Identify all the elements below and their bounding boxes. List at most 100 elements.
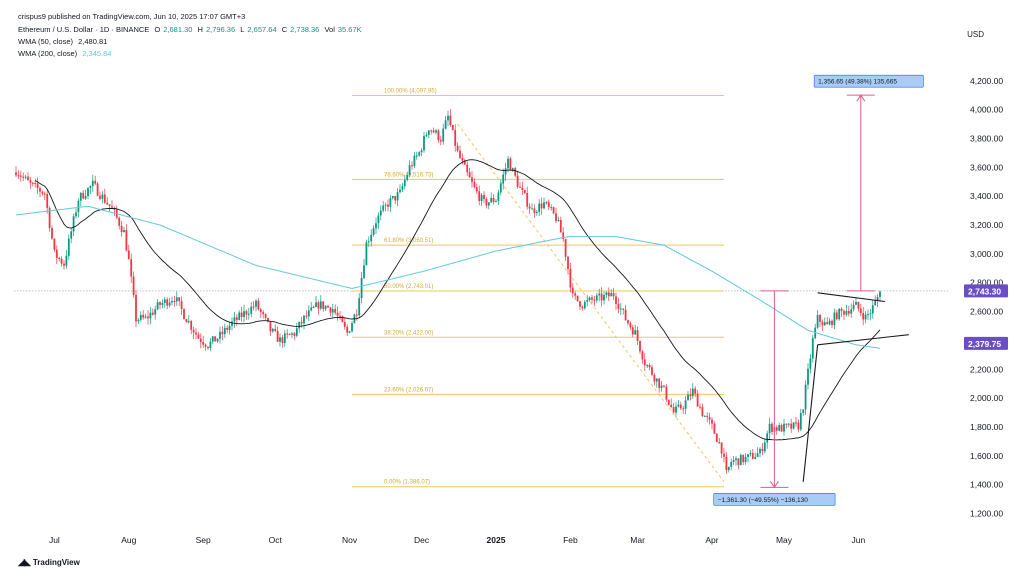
y-tick-label: 3,400.00 — [970, 191, 1003, 201]
candle-body — [459, 150, 461, 158]
candle-body — [684, 400, 687, 409]
candle-body — [365, 242, 368, 266]
candle-body — [598, 293, 601, 296]
candle-body — [156, 302, 159, 310]
wma50-legend[interactable]: WMA (50, close) 2,480.81 — [18, 37, 110, 46]
candle-body — [639, 341, 641, 352]
candle-body — [144, 316, 147, 318]
candle-body — [425, 134, 428, 137]
candle-body — [559, 220, 562, 233]
candle-body — [819, 314, 821, 322]
candle-body — [809, 358, 812, 369]
candle-body — [689, 394, 692, 397]
candle-body — [96, 183, 99, 196]
candle-body — [245, 311, 248, 315]
candle-body — [329, 307, 332, 313]
candle-body — [840, 308, 843, 311]
candle-body — [802, 409, 805, 414]
candle-body — [363, 265, 365, 278]
candle-body — [831, 320, 833, 326]
candle-body — [615, 296, 617, 304]
close-label: C — [281, 25, 288, 34]
tradingview-brand: TradingView — [32, 558, 80, 567]
wma200-legend[interactable]: WMA (200, close) 2,345.84 — [18, 49, 114, 58]
candle-body — [103, 194, 106, 203]
x-tick-label: Jun — [852, 535, 866, 545]
candle-body — [473, 182, 476, 188]
candle-body — [247, 313, 250, 315]
candle-body — [257, 300, 260, 310]
candle-body — [358, 298, 361, 316]
candle-body — [348, 331, 351, 333]
candle-body — [262, 312, 265, 315]
candle-body — [634, 330, 637, 335]
candle-body — [451, 125, 454, 130]
candle-body — [759, 448, 761, 454]
candle-body — [675, 406, 677, 413]
candle-body — [862, 313, 865, 320]
triangle-upper-line — [817, 292, 885, 303]
candle-body — [708, 417, 711, 420]
candle-body — [226, 327, 229, 330]
candle-body — [763, 442, 766, 452]
candle-body — [185, 319, 188, 323]
candle-body — [343, 321, 346, 327]
candle-body — [852, 304, 855, 310]
x-tick-label: Mar — [630, 535, 645, 545]
candle-body — [624, 309, 627, 321]
candle-body — [41, 191, 44, 194]
candle-body — [507, 158, 509, 169]
candle-body — [77, 200, 80, 213]
candle-body — [454, 129, 457, 146]
candle-body — [627, 320, 629, 324]
candle-body — [658, 378, 661, 388]
candle-body — [79, 192, 82, 201]
candle-body — [305, 315, 308, 317]
candle-body — [127, 250, 130, 260]
candle-body — [180, 301, 183, 310]
candle-body — [807, 368, 809, 385]
y-tick-label: 3,200.00 — [970, 220, 1003, 230]
candle-body — [576, 295, 579, 302]
price-badge-label: 2,379.75 — [968, 339, 1001, 349]
candle-body — [195, 332, 197, 335]
x-tick-label: Apr — [705, 535, 718, 545]
candle-body — [346, 326, 349, 333]
candle-body — [492, 197, 495, 202]
candle-body — [643, 359, 646, 366]
candle-body — [723, 453, 725, 457]
wma50-line — [34, 159, 881, 441]
candle-body — [36, 183, 39, 189]
candle-body — [27, 176, 29, 181]
candle-body — [65, 255, 68, 266]
candle-body — [826, 322, 829, 325]
candle-body — [211, 336, 214, 342]
candle-body — [24, 176, 27, 178]
candle-body — [790, 423, 793, 429]
candle-body — [307, 310, 310, 317]
candle-body — [435, 130, 437, 133]
candle-body — [197, 334, 200, 339]
candle-body — [804, 384, 807, 410]
candle-body — [264, 314, 267, 318]
candle-body — [701, 407, 704, 417]
candle-body — [137, 319, 140, 322]
candle-body — [571, 287, 574, 294]
candle-body — [509, 158, 512, 171]
candle-body — [288, 334, 291, 336]
y-tick-label: 3,800.00 — [970, 133, 1003, 143]
symbol-text[interactable]: Ethereum / U.S. Dollar · 1D · BINANCE — [18, 25, 150, 34]
candle-body — [487, 202, 490, 206]
candle-body — [497, 192, 500, 201]
candle-body — [531, 208, 533, 210]
candle-body — [267, 317, 269, 322]
candle-body — [795, 422, 797, 424]
candle-body — [89, 186, 92, 189]
candle-body — [799, 413, 802, 430]
candle-body — [154, 309, 157, 315]
candle-body — [526, 193, 529, 207]
y-tick-label: 1,400.00 — [970, 480, 1003, 490]
candle-body — [231, 321, 233, 326]
